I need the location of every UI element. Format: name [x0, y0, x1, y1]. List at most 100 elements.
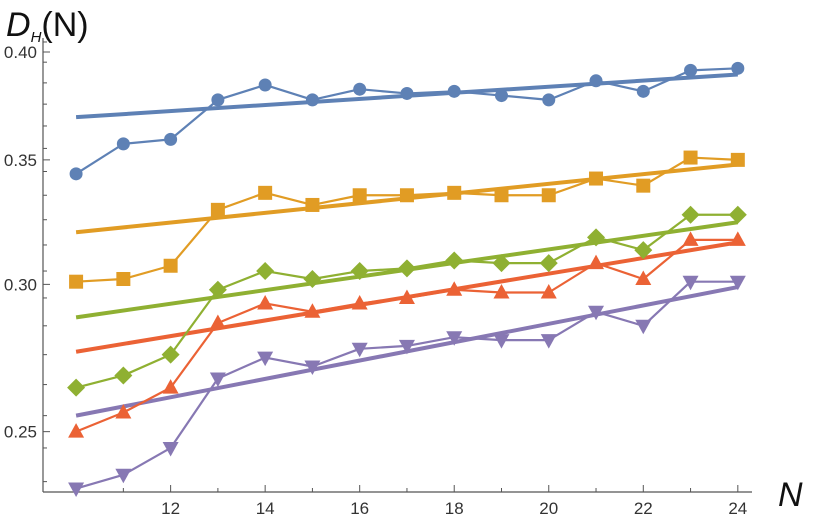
data-point — [353, 82, 367, 96]
data-point — [589, 171, 604, 186]
data-point — [211, 93, 225, 107]
data-point — [682, 231, 699, 246]
data-point — [446, 281, 463, 296]
data-point — [305, 93, 319, 107]
data-point — [257, 351, 274, 367]
data-point — [589, 74, 603, 88]
series-line-5 — [75, 280, 738, 490]
x-tick-label: 22 — [634, 499, 653, 518]
data-point — [542, 93, 556, 107]
data-point — [636, 178, 651, 193]
data-point — [163, 258, 178, 273]
data-point — [114, 366, 133, 385]
x-tick-label: 12 — [161, 499, 180, 518]
data-point — [731, 61, 745, 75]
data-point — [540, 334, 557, 349]
data-point — [208, 280, 227, 299]
data-point — [494, 89, 508, 103]
data-point — [116, 137, 130, 151]
data-point — [351, 342, 368, 358]
data-point — [397, 259, 416, 278]
data-point — [209, 314, 226, 329]
data-point — [447, 185, 462, 200]
data-point — [209, 372, 226, 388]
data-point — [541, 188, 556, 203]
data-point — [258, 78, 272, 92]
data-point — [493, 334, 510, 349]
y-axis-title: DH(N) — [6, 6, 89, 46]
data-point — [351, 294, 368, 310]
data-point — [399, 188, 414, 203]
data-point — [683, 150, 698, 165]
data-point — [728, 205, 747, 224]
data-point — [258, 185, 273, 200]
series-3 — [67, 205, 747, 397]
data-point — [492, 254, 511, 273]
data-point — [588, 254, 605, 270]
series-5 — [68, 275, 746, 498]
data-point — [730, 152, 745, 167]
y-tick-label: 0.40 — [4, 43, 37, 62]
fit-lines — [75, 72, 739, 418]
data-point — [445, 251, 464, 270]
data-point — [68, 482, 85, 498]
data-point — [115, 403, 132, 419]
data-point — [540, 283, 557, 299]
data-point — [681, 205, 700, 224]
y-axis-title-main: D — [6, 6, 31, 44]
data-point — [68, 423, 85, 438]
data-point — [210, 202, 225, 217]
data-point — [161, 345, 180, 364]
data-point — [69, 274, 84, 289]
x-tick-label: 14 — [256, 499, 275, 518]
data-point — [684, 63, 698, 77]
data-point — [729, 231, 746, 246]
data-point — [493, 283, 510, 299]
y-tick-label: 0.35 — [4, 151, 37, 170]
data-point — [69, 167, 83, 181]
y-axis-title-subscript: H — [31, 29, 42, 46]
x-tick-label: 20 — [539, 499, 558, 518]
data-point — [400, 86, 414, 100]
data-point — [162, 441, 179, 457]
x-tick-label: 16 — [350, 499, 369, 518]
data-point — [304, 360, 321, 375]
data-point — [635, 319, 652, 335]
axes: 12 14 16 18 20 22 24 0.25 0.30 0.35 0.40 — [4, 38, 752, 518]
data-point — [729, 275, 746, 291]
data-point — [447, 84, 461, 98]
data-point — [398, 339, 415, 355]
data-point — [587, 228, 606, 247]
data-point — [67, 378, 86, 397]
y-tick-label: 0.25 — [4, 423, 37, 442]
x-tick-label: 24 — [728, 499, 747, 518]
data-point — [257, 294, 274, 310]
data-point — [635, 270, 652, 286]
data-point — [115, 468, 132, 484]
data-point — [398, 289, 415, 304]
data-point — [350, 262, 369, 281]
data-point — [116, 272, 131, 287]
data-point — [634, 241, 653, 260]
y-axis-title-argument: (N) — [41, 6, 88, 44]
data-point — [588, 305, 605, 321]
data-point — [446, 331, 463, 346]
series-2 — [69, 150, 745, 289]
series-line-1 — [75, 67, 738, 175]
series-4 — [68, 231, 746, 438]
data-point — [256, 262, 275, 281]
y-tick-label: 0.30 — [4, 275, 37, 294]
data-point — [352, 188, 367, 203]
data-point — [162, 379, 179, 394]
data-point — [303, 270, 322, 289]
data-point — [494, 188, 509, 203]
data-point — [304, 303, 321, 318]
data-point — [539, 254, 558, 273]
data-point — [164, 132, 178, 146]
data-point — [305, 197, 320, 212]
data-point — [682, 275, 699, 291]
data-point — [636, 84, 650, 98]
data-series — [67, 61, 747, 498]
x-axis-title: N — [778, 476, 803, 514]
